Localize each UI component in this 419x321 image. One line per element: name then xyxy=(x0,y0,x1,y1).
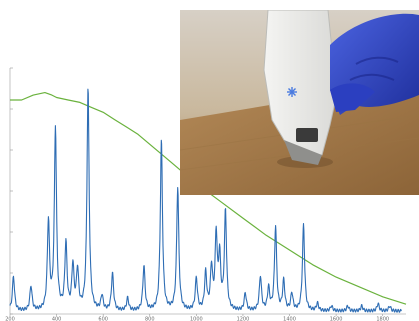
spectrum-peak-point xyxy=(211,272,212,273)
spectrum-peak-point xyxy=(361,308,362,309)
x-tick-label: 1000 xyxy=(190,317,203,321)
spectrum-peak-point xyxy=(216,240,217,241)
spectrum-peak-point xyxy=(317,306,318,307)
spectrum-peak-point xyxy=(377,306,378,307)
spectrum-peak-point xyxy=(283,284,284,285)
spectrum-peak-point xyxy=(55,131,56,132)
spectrum-peak-point xyxy=(72,269,73,270)
spectrum-peak-point xyxy=(101,299,102,300)
spectrum-peak-point xyxy=(196,281,197,282)
chart-axes xyxy=(9,67,406,315)
spectrum-peak-point xyxy=(177,190,178,191)
x-tick-label: 1200 xyxy=(237,317,250,321)
spectrum-peak-point xyxy=(87,92,88,93)
spectrum-peak-point xyxy=(143,269,144,270)
spectrum-peak-point xyxy=(303,227,304,228)
chart-series xyxy=(9,88,407,313)
spectrum-peak-point xyxy=(389,308,390,309)
x-tick-label: 1800 xyxy=(376,317,389,321)
x-tick-label: 800 xyxy=(145,317,155,321)
x-tick-label: 1400 xyxy=(283,317,296,321)
spectrum-peak-point xyxy=(245,296,246,297)
spectrum-peak-point xyxy=(291,296,292,297)
spectrum-peak-point xyxy=(268,291,269,292)
x-tick-label: 400 xyxy=(52,317,62,321)
spectrum-peak-point xyxy=(347,308,348,309)
x-axis-ticks: 200 400 600 800 1000 1200 1400 1600 1800 xyxy=(5,314,389,321)
spectrum-peak-point xyxy=(48,225,49,226)
spectrometer-photo xyxy=(180,10,419,195)
series-line-spectrum xyxy=(9,88,402,313)
spectrum-peak-point xyxy=(275,230,276,231)
spectrum-peak-point xyxy=(331,308,332,309)
spectrum-peak-point xyxy=(13,279,14,280)
spectrum-peak-point xyxy=(112,277,113,278)
x-tick-label: 1600 xyxy=(330,317,343,321)
spectrum-peak-point xyxy=(260,279,261,280)
spectrum-peak-point xyxy=(225,215,226,216)
x-tick-label: 200 xyxy=(5,317,15,321)
spectrum-peak-point xyxy=(30,289,31,290)
x-tick-label: 600 xyxy=(98,317,108,321)
spectrum-peak-point xyxy=(161,144,162,145)
spectrum-peak-point xyxy=(77,274,78,275)
spectrum-peak-point xyxy=(219,262,220,263)
spectrum-peak-point xyxy=(65,247,66,248)
spectrum-peak-point xyxy=(205,277,206,278)
spectrum-peak-point xyxy=(127,301,128,302)
